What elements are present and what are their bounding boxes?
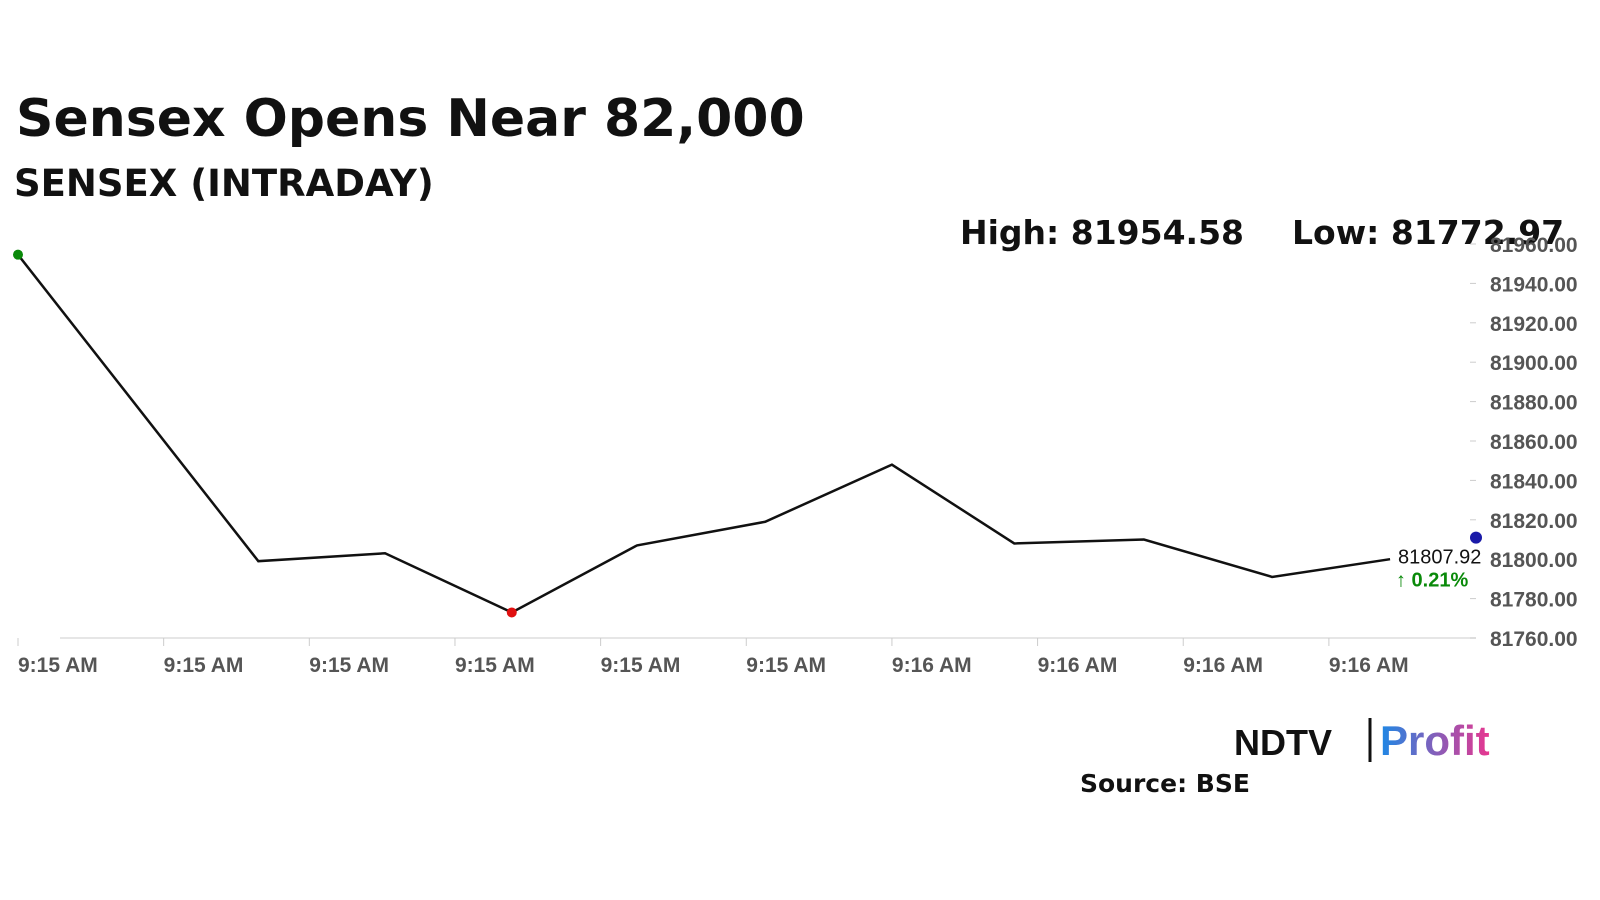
x-tick-label: 9:16 AM — [1329, 654, 1409, 677]
y-tick-label: 81860.00 — [1490, 431, 1578, 454]
last-marker — [1470, 531, 1482, 544]
line — [17, 253, 1391, 614]
y-tick-label: 81780.00 — [1490, 589, 1578, 612]
x-tick-label: 9:16 AM — [1183, 654, 1263, 677]
y-tick-label: 81880.00 — [1490, 392, 1578, 415]
y-tick-label: 81920.00 — [1490, 313, 1578, 336]
y-tick-label: 81760.00 — [1490, 628, 1578, 651]
low-marker — [506, 607, 517, 618]
low-text: Low: 81772.97 — [1292, 213, 1564, 252]
last-change-label: ↑ 0.21% — [1396, 570, 1468, 592]
high-marker — [13, 249, 23, 260]
x-tick-label: 9:16 AM — [892, 654, 972, 677]
x-tick-label: 9:15 AM — [455, 654, 535, 677]
last-value-label: 81807.92 — [1398, 547, 1481, 569]
chart-subtitle: SENSEX (INTRADAY) — [14, 162, 434, 205]
logo-ndtv: NDTV — [1234, 722, 1332, 763]
y-tick-label: 81960.00 — [1490, 234, 1578, 257]
logo-profit: Profit — [1380, 717, 1490, 764]
source: Source: BSE — [1080, 769, 1250, 798]
y-tick-label: 81820.00 — [1490, 510, 1578, 533]
x-tick-label: 9:15 AM — [18, 654, 98, 677]
x-tick-label: 9:15 AM — [164, 654, 244, 677]
y-tick-label: 81940.00 — [1490, 273, 1578, 296]
x-tick-label: 9:15 AM — [746, 654, 826, 677]
y-tick-label: 81800.00 — [1490, 549, 1578, 572]
y-tick-label: 81840.00 — [1490, 470, 1578, 493]
x-tick-label: 9:15 AM — [309, 654, 389, 677]
chart-title: Sensex Opens Near 82,000 — [16, 89, 805, 149]
x-tick-label: 9:15 AM — [601, 654, 681, 677]
y-tick-label: 81900.00 — [1490, 352, 1578, 375]
high-text: High: 81954.58 — [960, 213, 1244, 252]
x-tick-label: 9:16 AM — [1038, 654, 1118, 677]
